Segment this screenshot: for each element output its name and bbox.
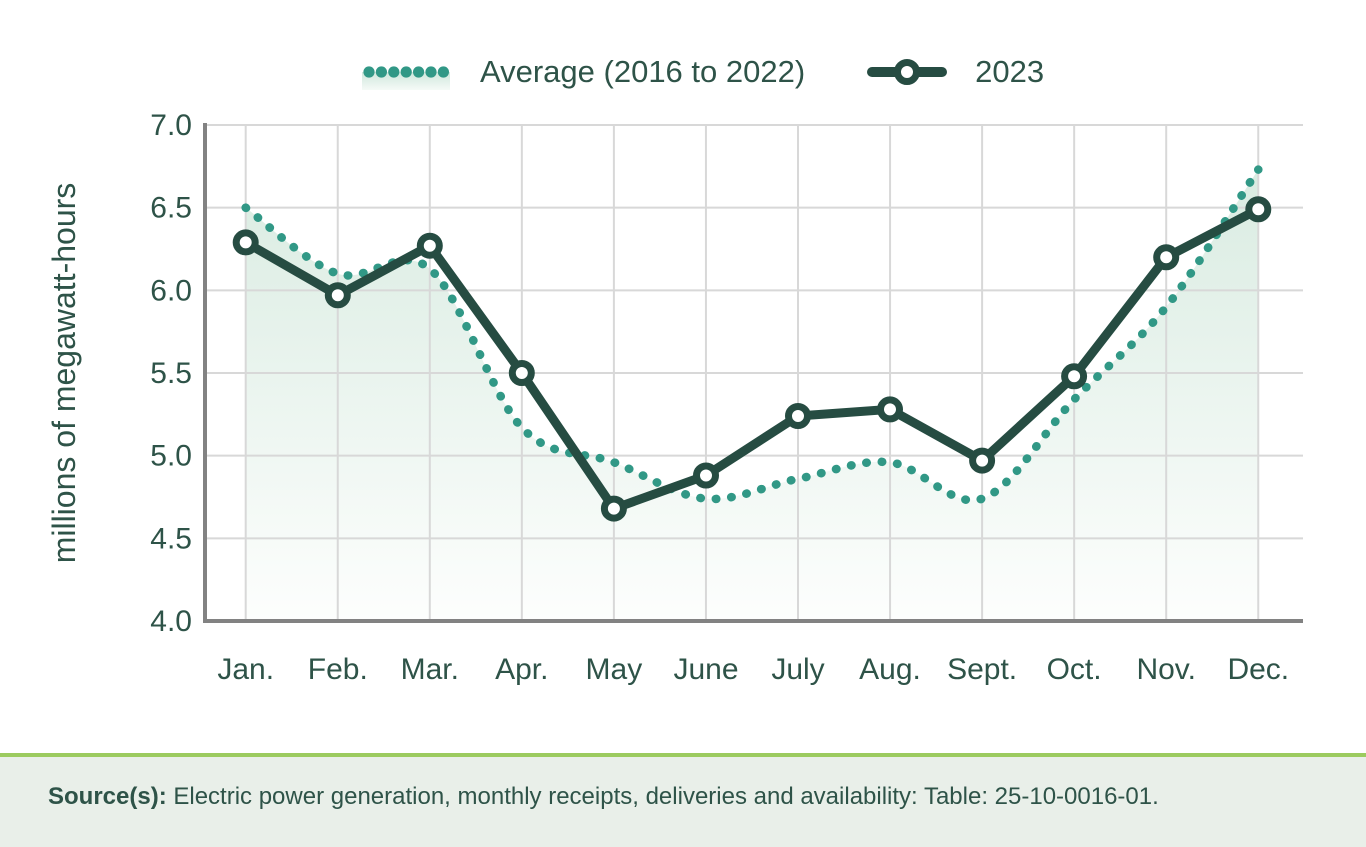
y-tick-label: 4.5 — [150, 522, 192, 555]
data-point-marker — [416, 232, 443, 259]
x-axis-tick-labels: Jan. Feb. Mar. Apr. May June July Aug. Sept. Oct.… — [217, 653, 1289, 686]
data-point-marker — [969, 447, 996, 474]
x-tick-label: Dec. — [1227, 653, 1289, 686]
y-tick-label: 6.0 — [150, 274, 192, 307]
source-bar: Source(s): Electric power generation, mo… — [0, 753, 1366, 847]
x-tick-label: June — [673, 653, 738, 686]
data-point-marker — [785, 403, 811, 429]
line-chart-canvas: 7.0 6.5 6.0 5.5 5.0 4.5 4.0 Jan. Feb. Mar. Apr. May… — [46, 109, 1303, 686]
source-citation: Electric power generation, monthly recei… — [173, 783, 1159, 810]
x-tick-label: Apr. — [495, 653, 548, 686]
data-point-marker — [1061, 363, 1088, 390]
x-tick-label: May — [586, 653, 643, 686]
data-point-marker — [508, 360, 535, 386]
y-axis-tick-labels: 7.0 6.5 6.0 5.5 5.0 4.5 4.0 — [150, 109, 192, 638]
legend-item-2023: 2023 — [867, 52, 1044, 92]
data-point-marker — [1153, 244, 1180, 271]
x-tick-label: Sept. — [947, 653, 1017, 686]
x-tick-label: Oct. — [1047, 653, 1102, 686]
y2023-markers — [232, 196, 1272, 522]
legend-label-average: Average (2016 to 2022) — [480, 54, 806, 89]
chart-legend: Average (2016 to 2022) 2023 — [360, 52, 1044, 92]
data-point-marker — [693, 462, 719, 489]
y2023-series-line — [241, 204, 1263, 514]
x-tick-label: Mar. — [401, 653, 459, 686]
data-point-marker — [1245, 196, 1272, 223]
legend-label-2023: 2023 — [975, 54, 1045, 89]
solid-line-marker-icon — [867, 59, 948, 85]
data-point-marker — [232, 229, 259, 256]
y-tick-label: 7.0 — [150, 109, 192, 142]
data-point-marker — [324, 282, 351, 309]
x-tick-label: Jan. — [217, 653, 274, 686]
axes — [203, 123, 1303, 623]
y-axis-title: millions of megawatt-hours — [46, 183, 82, 564]
data-point-marker — [600, 495, 627, 522]
x-tick-label: Aug. — [859, 653, 921, 686]
y-tick-label: 5.5 — [150, 357, 192, 390]
average-dotted-line-icon — [362, 66, 450, 90]
gridlines — [205, 124, 1303, 621]
y-tick-label: 6.5 — [150, 192, 192, 225]
x-tick-label: July — [771, 653, 824, 686]
y-tick-label: 5.0 — [150, 440, 192, 473]
legend-item-average: Average (2016 to 2022) — [360, 52, 805, 92]
data-point-marker — [877, 396, 903, 423]
source-text: Source(s): Electric power generation, mo… — [0, 757, 1366, 812]
electric-power-generation-chart: 7.0 6.5 6.0 5.5 5.0 4.5 4.0 Jan. Feb. Mar. Apr. May… — [46, 52, 1303, 686]
average-area-fill — [245, 169, 1259, 621]
x-tick-label: Feb. — [308, 653, 368, 686]
y-tick-label: 4.0 — [150, 605, 192, 638]
x-tick-label: Nov. — [1136, 653, 1195, 686]
average-series-line — [241, 165, 1263, 505]
source-label: Source(s): — [48, 783, 167, 810]
